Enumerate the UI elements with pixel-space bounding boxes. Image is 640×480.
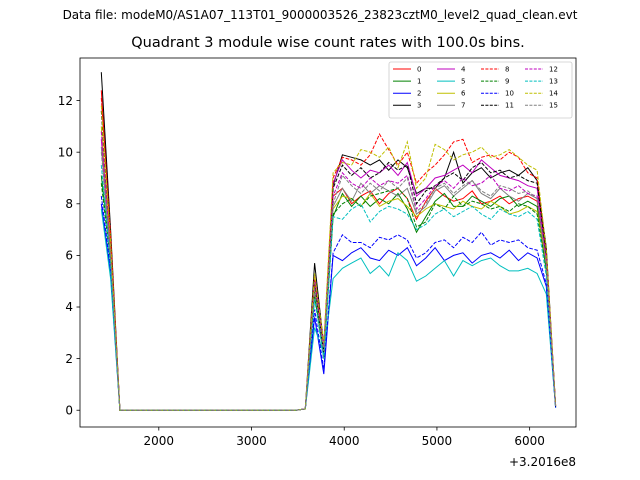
data-file-suptitle: Data file: modeM0/AS1A07_113T01_90000035…: [62, 8, 578, 22]
legend-label-12: 12: [549, 65, 558, 73]
x-tick-label: 3000: [236, 434, 267, 448]
legend-label-6: 6: [461, 90, 466, 98]
series-line-1: [100, 175, 557, 411]
legend-label-15: 15: [549, 102, 558, 110]
y-tick-label: 6: [65, 249, 73, 263]
series-line-0: [100, 90, 557, 411]
axes-frame: [79, 57, 577, 428]
legend-label-7: 7: [461, 102, 465, 110]
x-offset-label: +3.2016e8: [509, 455, 576, 469]
y-tick-label: 12: [58, 94, 73, 108]
y-tick-label: 10: [58, 145, 73, 159]
y-tick-label: 8: [65, 197, 73, 211]
legend-label-11: 11: [505, 102, 514, 110]
legend-label-0: 0: [417, 65, 421, 73]
legend-label-10: 10: [505, 90, 514, 98]
y-tick-label: 0: [65, 403, 73, 417]
series-line-9: [100, 183, 557, 411]
legend-label-2: 2: [417, 90, 421, 98]
legend-label-5: 5: [461, 78, 465, 86]
legend-label-1: 1: [417, 78, 421, 86]
x-tick-label: 2000: [144, 434, 175, 448]
legend-label-9: 9: [505, 78, 509, 86]
legend-label-14: 14: [549, 90, 558, 98]
x-tick-label: 5000: [422, 434, 453, 448]
y-tick-label: 2: [65, 352, 73, 366]
series-line-3: [100, 72, 557, 411]
legend-label-13: 13: [549, 78, 558, 86]
series-line-15: [100, 152, 557, 411]
legend-box: [388, 61, 573, 119]
chart-title: Quadrant 3 module wise count rates with …: [131, 35, 525, 51]
y-tick-label: 4: [65, 300, 73, 314]
series-line-14: [100, 105, 557, 411]
series-line-10: [100, 196, 557, 411]
x-tick-label: 6000: [514, 434, 545, 448]
legend-label-4: 4: [461, 65, 466, 73]
legend-label-8: 8: [505, 65, 509, 73]
legend-label-3: 3: [417, 102, 421, 110]
x-tick-label: 4000: [329, 434, 360, 448]
